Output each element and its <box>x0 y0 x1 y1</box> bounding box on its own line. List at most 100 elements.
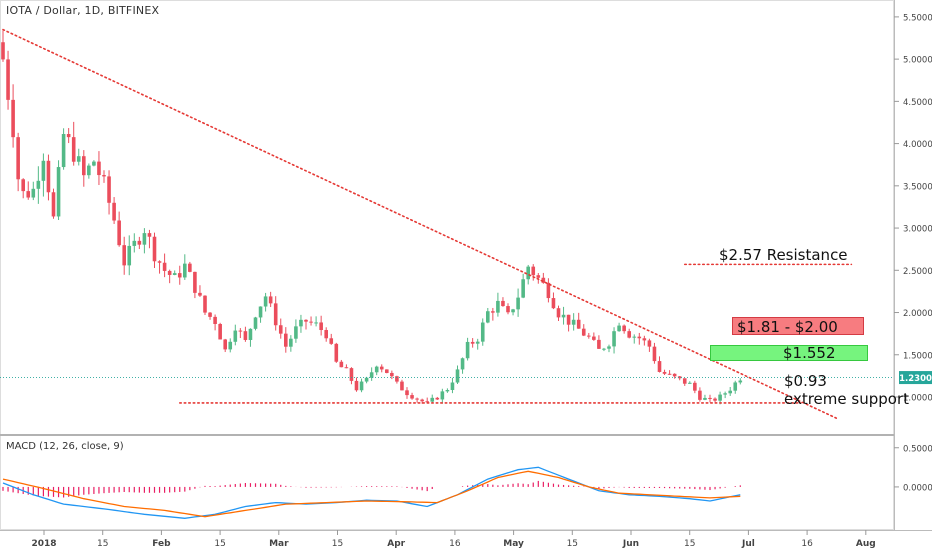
candle-body <box>379 366 384 370</box>
candle-body <box>51 192 56 217</box>
candle-body <box>551 298 556 309</box>
candle-body <box>491 311 495 313</box>
candle-body <box>228 341 233 350</box>
candle-body <box>46 160 51 193</box>
candle-body <box>162 262 167 271</box>
symbol-title[interactable]: IOTA / Dollar, 1D, BITFINEX <box>6 4 160 17</box>
candle-body <box>289 338 293 347</box>
green-zone-label: $1.552 <box>783 344 836 362</box>
candle-body <box>11 99 15 138</box>
candle-body <box>334 343 339 362</box>
macd-indicator <box>2 466 741 519</box>
candle-body <box>501 300 505 307</box>
candle-body <box>506 306 510 313</box>
candle-body <box>576 319 581 329</box>
candle-body <box>480 322 485 342</box>
price-tick-label: 2.0000 <box>903 309 932 319</box>
candle-body <box>703 397 707 400</box>
candle-body <box>652 346 657 362</box>
macd-title[interactable]: MACD (12, 26, close, 9) <box>6 441 124 452</box>
price-tick-label: 5.0000 <box>903 56 932 66</box>
candle-body <box>405 390 409 396</box>
candle-body <box>268 296 273 304</box>
candle-body <box>26 191 31 198</box>
price-tick-label: 3.5000 <box>903 182 932 192</box>
candle-body <box>430 397 435 402</box>
candle-body <box>642 338 647 341</box>
candle-body <box>349 368 354 381</box>
candle-body <box>627 331 631 338</box>
candle-body <box>223 339 227 350</box>
time-axis[interactable]: 2018 15 Feb 15 Mar 15 Apr 16 May 15 Jun 15 Jul 16 Aug <box>31 530 876 549</box>
candle-body <box>1 42 5 60</box>
candle-body <box>107 176 111 203</box>
time-tick-label: 15 <box>97 539 108 549</box>
candle-body <box>475 341 480 344</box>
candle-body <box>718 394 722 401</box>
time-tick-label: May <box>503 539 524 549</box>
candle-body <box>213 316 217 325</box>
time-tick-label: Feb <box>152 539 171 549</box>
candle-body <box>374 366 379 373</box>
signal-line <box>2 470 741 518</box>
candle-body <box>16 137 20 180</box>
candle-body <box>359 381 364 391</box>
candle-body <box>71 137 76 162</box>
last-price-label: 1.2300 <box>899 374 932 384</box>
price-tick-label: 4.0000 <box>903 140 932 150</box>
candle-body <box>541 277 546 283</box>
candle-body <box>511 309 515 313</box>
candle-body <box>92 161 96 166</box>
candle-body <box>657 361 662 372</box>
candle-body <box>172 273 177 275</box>
candle-body <box>273 303 278 326</box>
macd-axis[interactable]: 0.5000 0.0000 <box>894 444 932 493</box>
candle-body <box>127 245 132 266</box>
candle-body <box>708 397 712 399</box>
time-tick-label: 16 <box>449 539 461 549</box>
candle-body <box>561 314 566 318</box>
macd-tick-label: 0.0000 <box>903 483 932 493</box>
candle-body <box>263 296 268 307</box>
candle-body <box>470 341 475 344</box>
candle-body <box>208 312 212 317</box>
time-tick-label: Apr <box>387 539 405 549</box>
candle-body <box>233 330 238 342</box>
candle-body <box>369 372 374 378</box>
candle-body <box>571 319 576 325</box>
price-tick-label: 3.0000 <box>903 225 932 235</box>
green-zone-box: $1.552 <box>710 345 868 361</box>
time-tick-label: 16 <box>801 539 813 549</box>
candle-body <box>188 263 192 272</box>
candle-body <box>177 273 182 278</box>
candle-body <box>56 167 61 217</box>
candle-body <box>198 292 202 296</box>
candle-body <box>97 161 101 176</box>
candle-body <box>284 333 288 347</box>
candle-body <box>420 399 424 402</box>
candle-body <box>329 338 334 344</box>
candle-body <box>183 263 187 278</box>
candle-body <box>122 245 126 266</box>
time-tick-label: 2018 <box>31 539 56 549</box>
candle-body <box>304 319 308 322</box>
candle-body <box>440 391 445 400</box>
candle-body <box>112 202 116 221</box>
candle-body <box>723 393 727 395</box>
support-label-annotation: extreme support <box>784 390 909 408</box>
red-zone-box: $1.81 - $2.00 <box>732 317 864 336</box>
time-tick-label: 15 <box>567 539 578 549</box>
price-axis[interactable]: 1.0000 1.5000 2.0000 2.5000 3.0000 3.5000 4.00… <box>894 13 932 403</box>
candle-body <box>450 382 455 390</box>
candle-body <box>344 367 349 369</box>
trendlines: 1.2300 <box>0 28 932 419</box>
macd-panel-border <box>0 435 894 530</box>
candle-body <box>496 300 500 313</box>
candle-body <box>87 165 91 176</box>
candle-body <box>167 270 172 275</box>
candle-body <box>667 373 672 375</box>
candle-body <box>385 369 389 373</box>
candle-body <box>682 378 687 384</box>
candle-body <box>390 372 394 377</box>
